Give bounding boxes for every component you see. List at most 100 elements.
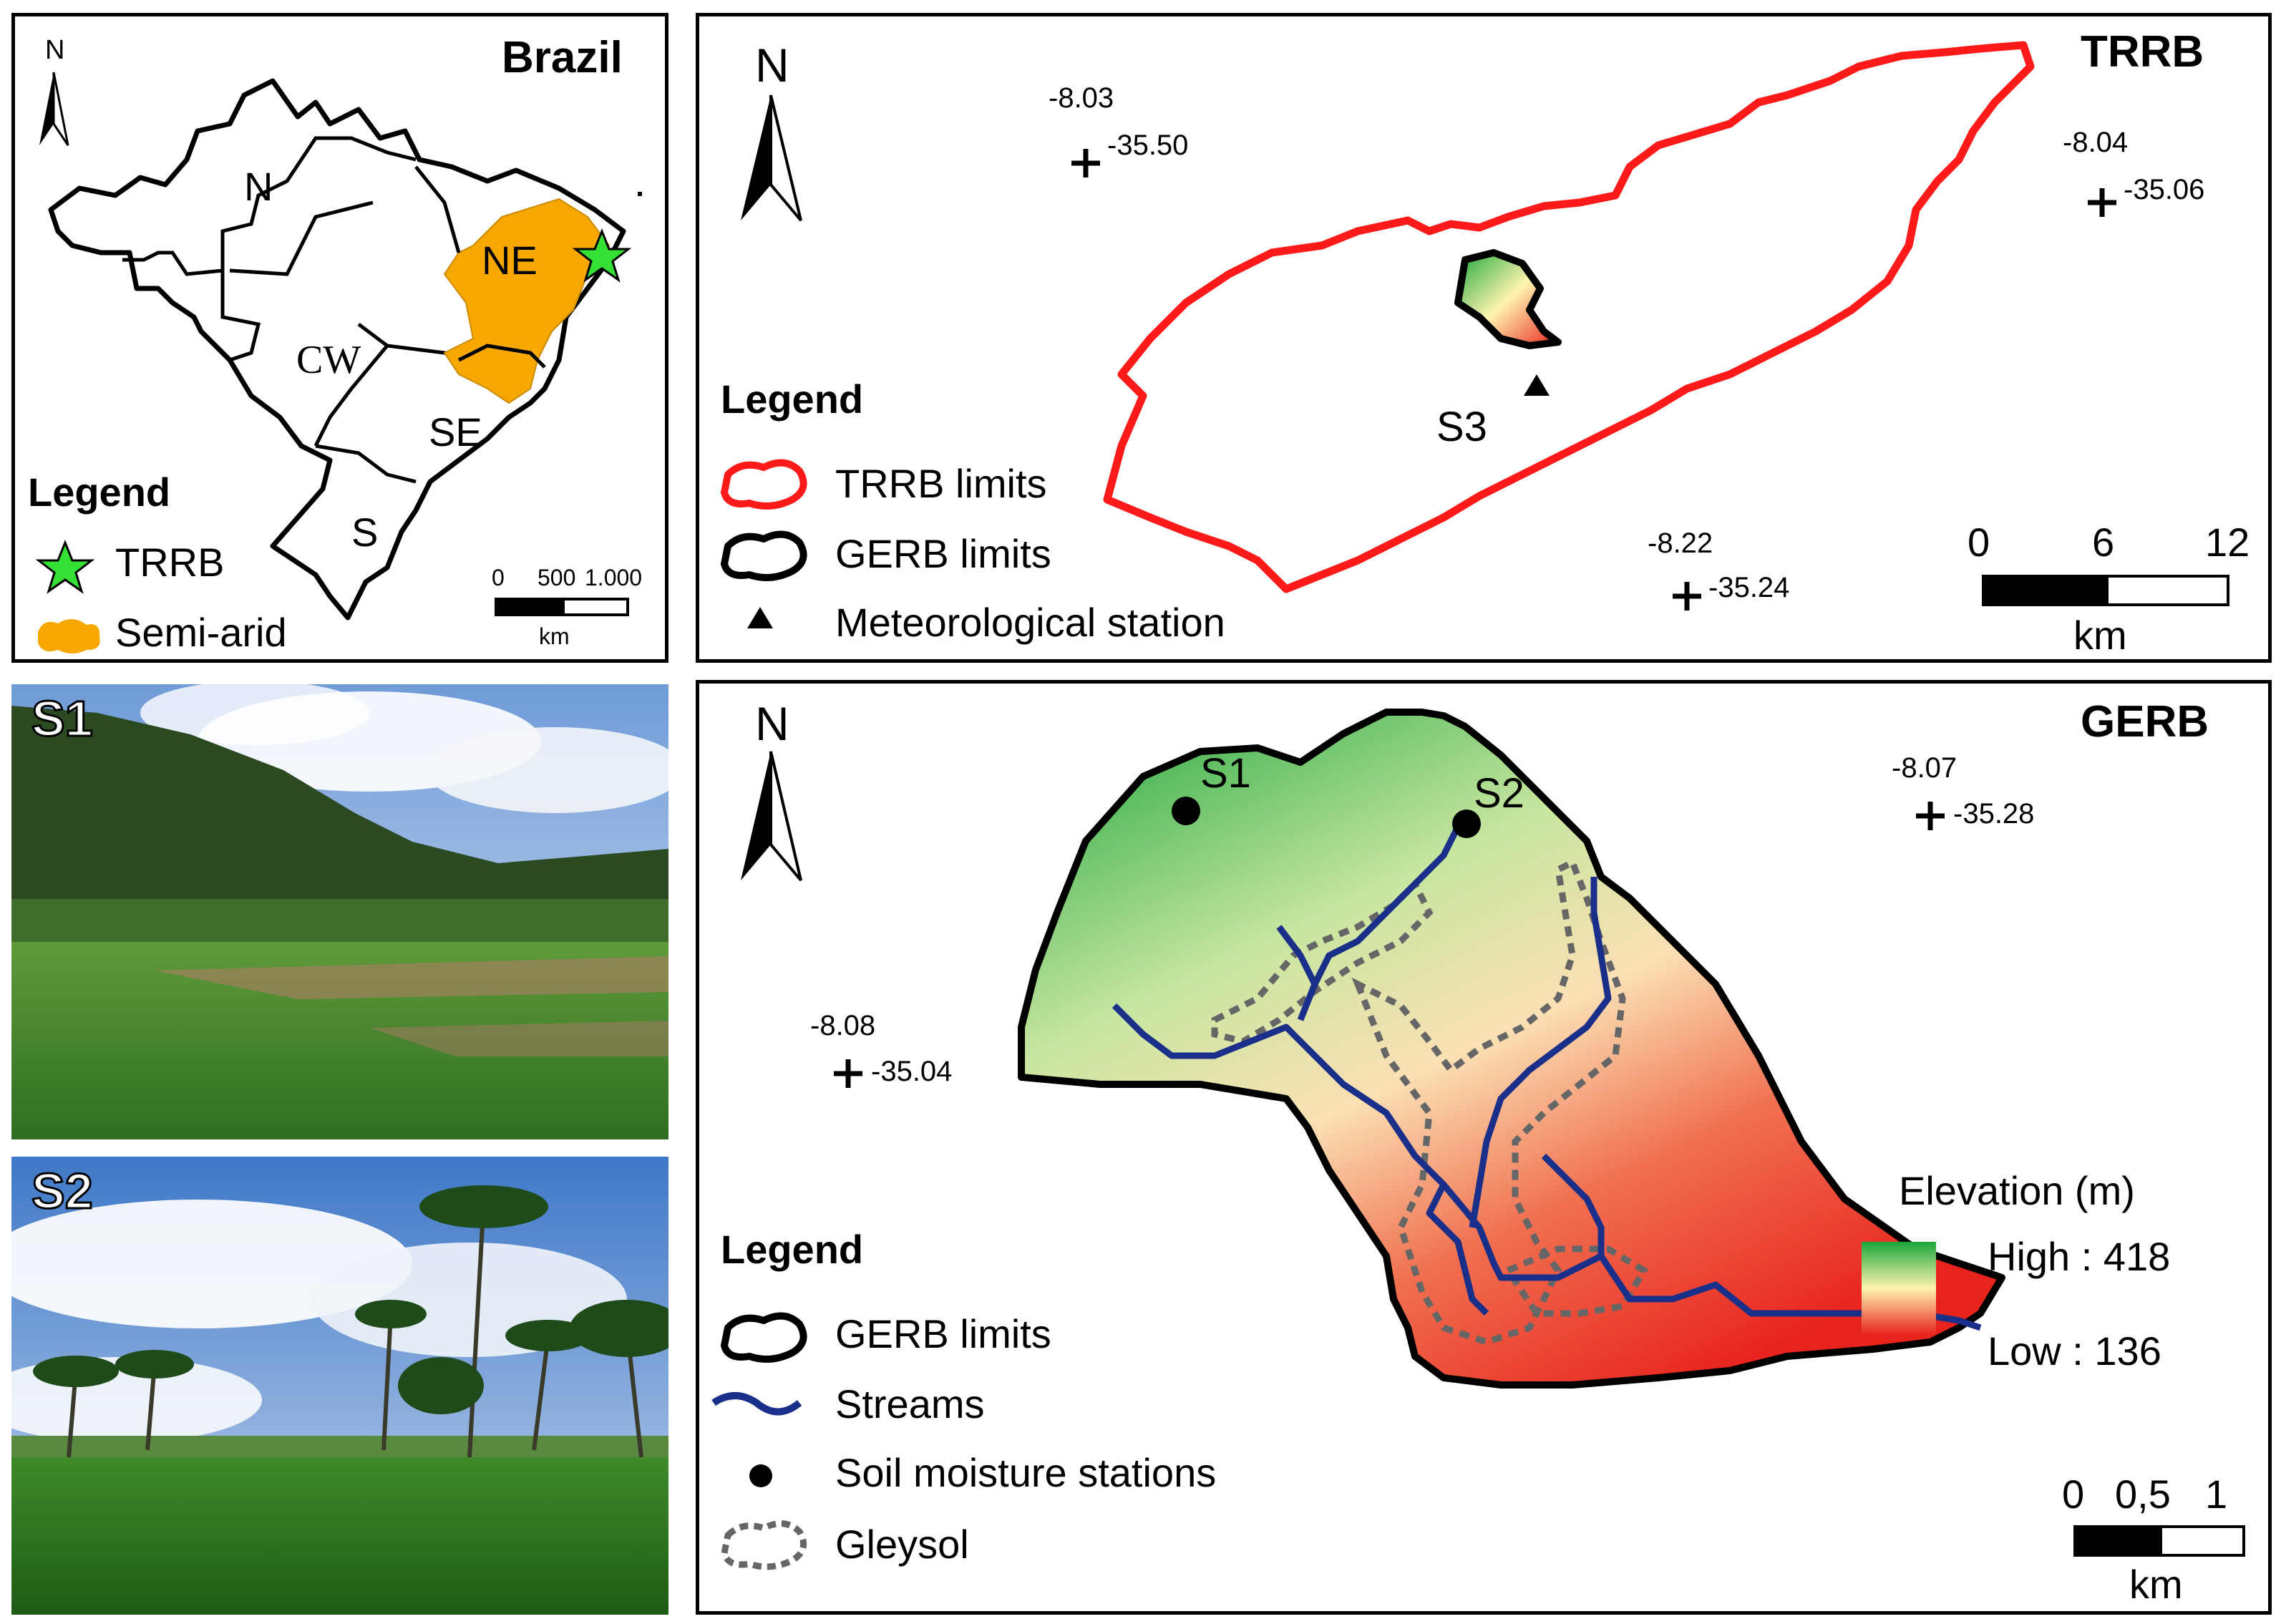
region-se-label: SE [429, 409, 482, 454]
brazil-title: Brazil [502, 33, 623, 82]
stream-branch-4 [1426, 1153, 1605, 1316]
gerb-scale-bar [2073, 1525, 2245, 1557]
gerb-coord-cross-1 [1916, 802, 1945, 830]
region-ne-label: NE [482, 238, 538, 283]
brazil-map-panel: N Brazil N NE CW SE S Legend TRRB Semi-a… [11, 13, 668, 663]
trrb-coord-1-lon: -35.50 [1107, 130, 1189, 161]
gerb-legend-gerb-limits: GERB limits [835, 1311, 1051, 1356]
region-n-label: N [244, 164, 273, 209]
trrb-scale-tick-1: 6 [2092, 520, 2115, 565]
photo-s2-label: S2 [31, 1162, 94, 1220]
gerb-scale-tick-1: 0,5 [2115, 1472, 2171, 1517]
trrb-station-s3-label: S3 [1436, 404, 1487, 450]
stream-branch-1 [1297, 825, 1462, 1021]
stream-branch-3 [1469, 877, 1612, 1228]
trrb-legend-gerb-limits: GERB limits [835, 531, 1051, 576]
brazil-legend-title: Legend [28, 470, 171, 515]
brazil-legend-semiarid: Semi-arid [115, 610, 287, 655]
gerb-basin [1018, 709, 2005, 1389]
photo-s2-scene [11, 1157, 668, 1615]
trrb-scale-tick-0: 0 [1968, 520, 1990, 565]
legend-gerb-limits-icon-2 [721, 1312, 807, 1363]
gerb-legend-streams: Streams [835, 1381, 985, 1426]
meteorological-station-marker [1524, 374, 1550, 396]
trrb-north-label: N [755, 39, 789, 92]
trrb-limits-outline [1103, 41, 2035, 593]
gerb-north-label: N [755, 697, 789, 750]
gerb-scale-tick-2: 1 [2205, 1472, 2228, 1517]
photo-s1: S1 [11, 684, 668, 1139]
legend-station-icon [747, 607, 773, 628]
elevation-low: Low : 136 [1988, 1328, 2161, 1373]
brazil-scale-tick-2: 1.000 [585, 565, 643, 590]
gerb-scale-tick-0: 0 [2062, 1472, 2085, 1517]
gerb-legend-soil: Soil moisture stations [835, 1450, 1217, 1495]
gerb-station-s1-label: S1 [1200, 750, 1251, 797]
semi-arid-region [443, 198, 611, 404]
gerb-title: GERB [2081, 697, 2209, 747]
trrb-coord-3-lon: -35.24 [1708, 572, 1790, 603]
trrb-scale-unit: km [2073, 613, 2127, 658]
gerb-map-drawing [711, 709, 2005, 1570]
brazil-legend-trrb: TRRB [115, 540, 225, 585]
trrb-coord-1-lat: -8.03 [1049, 82, 1114, 114]
brazil-outline [48, 78, 626, 621]
brazil-scale-unit: km [539, 623, 570, 649]
trrb-coord-2-lat: -8.04 [2063, 127, 2129, 158]
coord-cross-1 [1071, 149, 1100, 178]
brazil-map-drawing [35, 72, 642, 653]
legend-trrb-limits-icon [721, 459, 807, 510]
trrb-map-panel: N TRRB -8.03 -35.50 -8.04 -35.06 -8.22 -… [696, 13, 2272, 663]
trrb-scale-tick-2: 12 [2205, 520, 2250, 565]
hill [11, 706, 668, 920]
north-label: N [45, 35, 65, 65]
photo-s1-label: S1 [31, 690, 94, 748]
gerb-coord-2-lat: -8.08 [810, 1010, 876, 1041]
trrb-scale-bar [1982, 575, 2229, 606]
elevation-high: High : 418 [1988, 1234, 2171, 1279]
region-s-label: S [351, 510, 379, 555]
gleysol-area-3 [1503, 1245, 1649, 1317]
trrb-north-arrow-icon [741, 95, 771, 220]
trrb-star-icon [572, 228, 632, 283]
gleysol-area-1 [1211, 878, 1434, 1045]
gerb-station-s2-label: S2 [1474, 770, 1524, 817]
gerb-coord-cross-2 [834, 1059, 862, 1088]
legend-semiarid-icon [38, 618, 100, 653]
gleysol-area-2 [1351, 857, 1626, 1346]
photo-s2: S2 [11, 1157, 668, 1615]
gerb-coord-1-lat: -8.07 [1892, 752, 1957, 784]
gerb-scale-unit: km [2129, 1562, 2183, 1607]
legend-gleysol-icon [721, 1520, 807, 1570]
trrb-legend-station: Meteorological station [835, 600, 1225, 645]
legend-soil-station-icon [749, 1464, 772, 1487]
gerb-north-arrow-icon [741, 752, 771, 880]
gerb-coord-2-lon: -35.04 [871, 1056, 953, 1087]
gerb-legend-title: Legend [721, 1227, 864, 1272]
coord-cross-2 [2088, 188, 2116, 217]
photo-s1-scene [11, 684, 668, 1139]
trrb-map-drawing [721, 41, 2116, 628]
elevation-color-ramp [1862, 1242, 1936, 1335]
brazil-scale-tick-1: 500 [538, 565, 576, 590]
stream-main [1112, 1003, 1982, 1331]
legend-gerb-limits-icon [721, 530, 807, 581]
trrb-title: TRRB [2081, 27, 2204, 77]
gerb-legend-gleysol: Gleysol [835, 1522, 969, 1567]
gerb-coord-1-lon: -35.28 [1953, 798, 2035, 830]
gerb-limits-small [1454, 249, 1562, 349]
soil-station-s2 [1452, 809, 1481, 838]
gerb-map-panel: N GERB S1 S2 -8.07 -35.28 -8.08 -35.04 L… [696, 680, 2272, 1615]
legend-star-icon [35, 539, 95, 594]
stream-branch-2 [1276, 925, 1318, 986]
brazil-scale-bar [495, 598, 629, 616]
legend-streams-icon [711, 1392, 802, 1416]
trrb-legend-title: Legend [721, 376, 864, 422]
coord-cross-3 [1673, 582, 1701, 611]
brazil-scale-tick-0: 0 [492, 565, 505, 590]
soil-station-s1 [1172, 797, 1200, 825]
trrb-coord-3-lat: -8.22 [1648, 527, 1713, 559]
north-arrow-icon [39, 72, 54, 145]
region-cw-label: CW [296, 338, 361, 382]
trrb-coord-2-lon: -35.06 [2124, 174, 2205, 205]
